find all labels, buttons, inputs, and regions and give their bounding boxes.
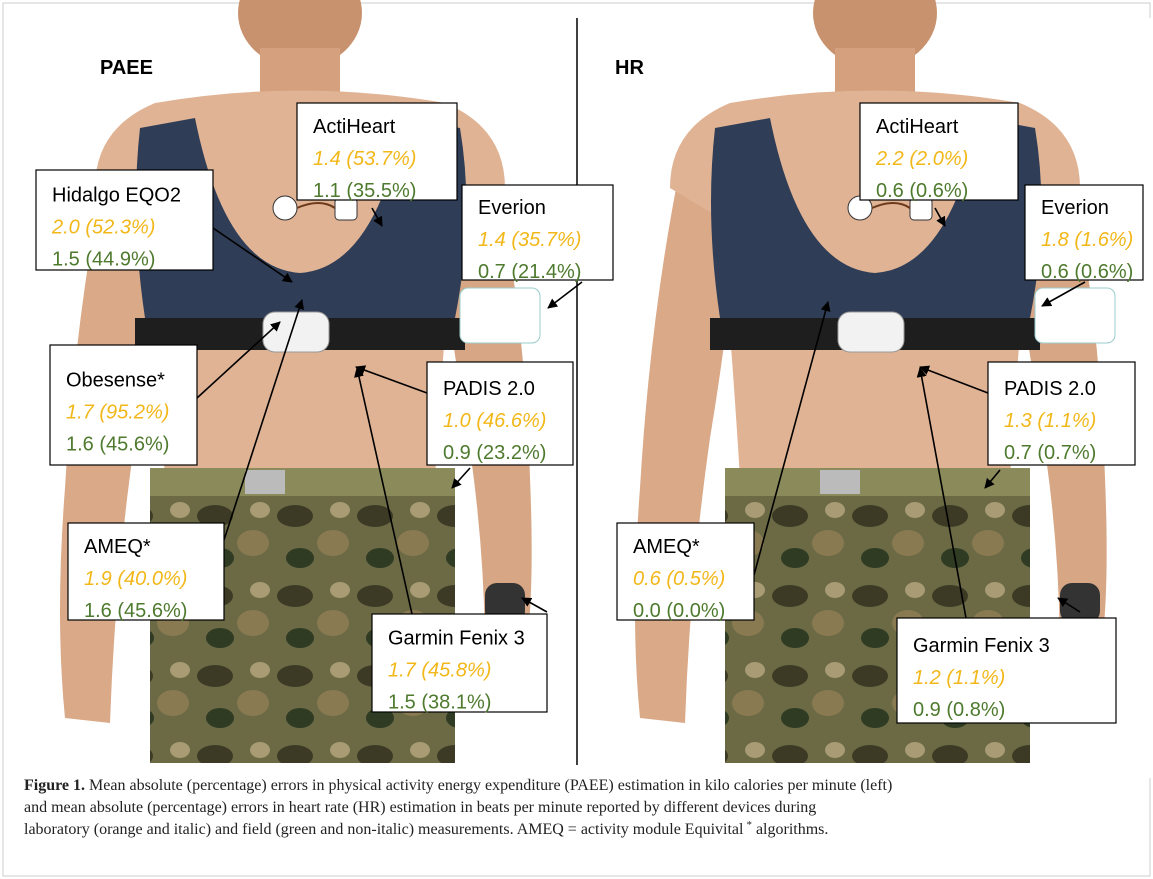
field-error: 0.7 (0.7%) (1004, 442, 1096, 464)
device-name: PADIS 2.0 (443, 378, 535, 400)
device-name: Garmin Fenix 3 (913, 635, 1050, 657)
lab-error: 1.4 (53.7%) (313, 148, 416, 170)
lab-error: 1.7 (45.8%) (388, 660, 491, 682)
lab-error: 0.6 (0.5%) (633, 568, 725, 590)
panel-title: PAEE (100, 57, 153, 79)
device-name: Everion (478, 197, 546, 219)
field-error: 0.6 (0.6%) (876, 180, 968, 202)
device-name: Hidalgo EQO2 (52, 185, 181, 207)
field-error: 0.0 (0.0%) (633, 600, 725, 622)
lab-error: 1.7 (95.2%) (66, 402, 169, 424)
lab-error: 1.2 (1.1%) (913, 667, 1005, 689)
lab-error: 1.0 (46.6%) (443, 410, 546, 432)
caption-sup: * (746, 819, 752, 831)
lab-error: 2.2 (2.0%) (875, 148, 968, 170)
lab-error: 1.3 (1.1%) (1004, 410, 1096, 432)
field-error: 1.5 (44.9%) (52, 249, 155, 271)
lab-error: 1.4 (35.7%) (478, 229, 581, 251)
lab-error: 1.9 (40.0%) (84, 568, 187, 590)
field-error: 0.9 (23.2%) (443, 442, 546, 464)
page: {"panels":[ {"title":"PAEE","devices":[ … (0, 0, 1153, 879)
lab-error: 1.8 (1.6%) (1041, 229, 1133, 251)
device-name: AMEQ* (84, 536, 151, 558)
panel-title: HR (615, 57, 644, 79)
field-error: 1.5 (38.1%) (388, 692, 491, 714)
caption-text: Mean absolute (percentage) errors in phy… (89, 777, 892, 794)
field-error: 0.7 (21.4%) (478, 261, 581, 283)
field-error: 0.9 (0.8%) (913, 699, 1005, 721)
caption-label: Figure 1. (24, 777, 85, 794)
field-error: 0.6 (0.6%) (1041, 261, 1133, 283)
caption-line: laboratory (orange and italic) and field… (24, 819, 828, 838)
field-error: 1.6 (45.6%) (66, 434, 169, 456)
caption-text: algorithms. (756, 821, 828, 838)
field-error: 1.6 (45.6%) (84, 600, 187, 622)
lab-error: 2.0 (52.3%) (51, 217, 155, 239)
device-name: ActiHeart (313, 116, 396, 138)
device-name: Everion (1041, 197, 1109, 219)
caption-line: Figure 1. Mean absolute (percentage) err… (24, 777, 892, 794)
caption-line: and mean absolute (percentage) errors in… (24, 799, 816, 816)
device-name: Obesense* (66, 370, 165, 392)
field-error: 1.1 (35.5%) (313, 180, 416, 202)
body: PAEE HR Figure 1. Mean absolute (percent… (0, 0, 1153, 879)
device-name: AMEQ* (633, 536, 700, 558)
device-name: PADIS 2.0 (1004, 378, 1096, 400)
device-name: Garmin Fenix 3 (388, 628, 525, 650)
caption-text: laboratory (orange and italic) and field… (24, 821, 744, 838)
device-name: ActiHeart (876, 116, 959, 138)
figure: PAEE HR Figure 1. Mean absolute (percent… (0, 0, 1153, 879)
